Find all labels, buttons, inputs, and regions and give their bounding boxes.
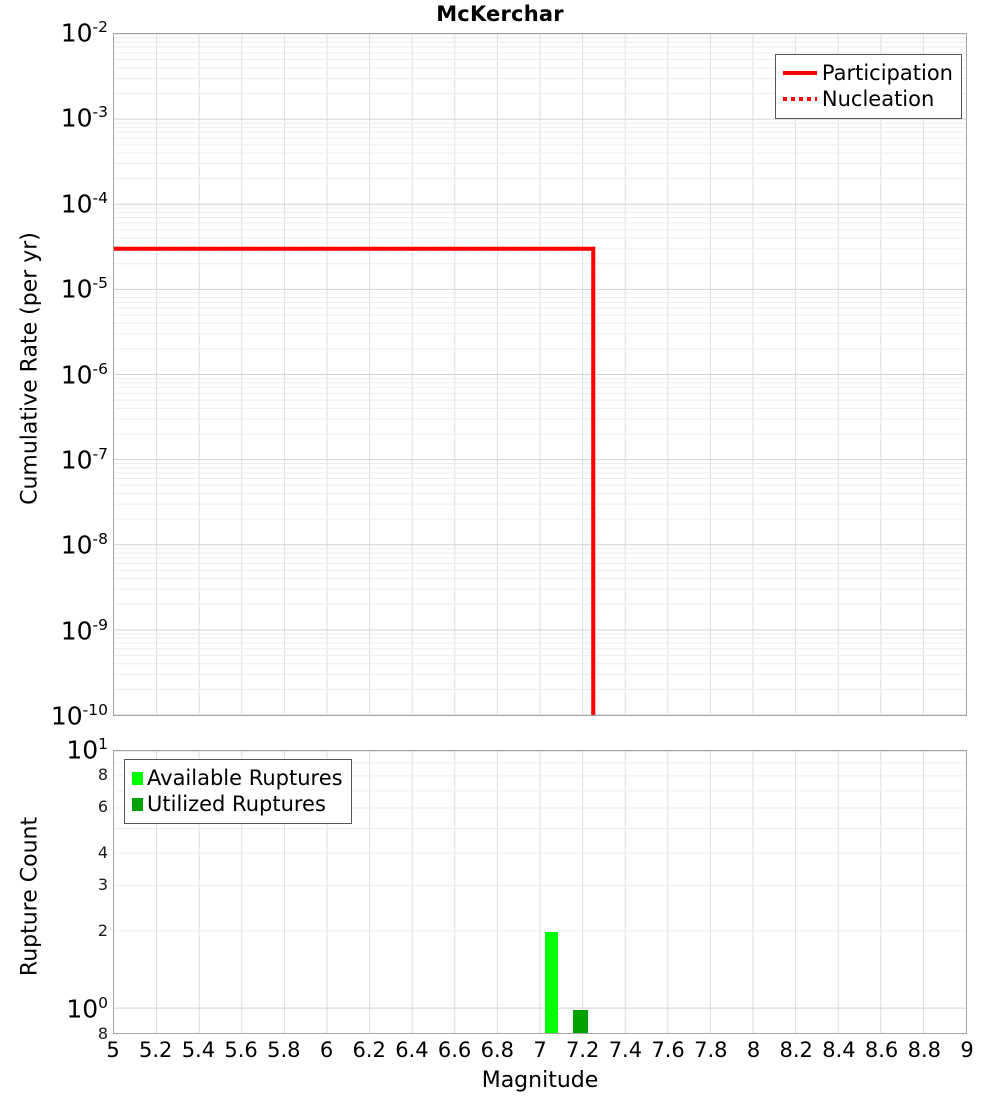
- top-panel-legend[interactable]: Participation Nucleation: [774, 54, 962, 119]
- legend-item[interactable]: Utilized Ruptures: [132, 791, 343, 817]
- x-tick-label: 8.4: [822, 1038, 856, 1062]
- bottom-panel-y-axis-label: Rupture Count: [17, 816, 43, 977]
- top-y-tick-label: 10-10: [50, 701, 108, 731]
- bottom-panel-bars: [114, 751, 966, 1033]
- legend-item-label: Available Ruptures: [147, 765, 343, 790]
- top-y-tick-label: 10-5: [60, 274, 108, 304]
- x-tick-label: 7.8: [694, 1038, 728, 1062]
- legend-item[interactable]: Participation: [782, 60, 953, 86]
- top-y-tick-label: 10-4: [60, 188, 108, 219]
- x-tick-label: 8: [746, 1038, 761, 1062]
- top-panel-y-tick-labels: 10-2 10-3 10-4 10-5 10-6 10-7 10-8 10-9 10-10: [0, 0, 108, 1100]
- x-tick-label: 8.6: [864, 1038, 899, 1062]
- top-y-tick-label: 10-3: [60, 103, 108, 133]
- x-tick-label: 6.8: [480, 1038, 514, 1062]
- legend-item[interactable]: Nucleation: [782, 86, 953, 112]
- x-tick-label: 5.8: [267, 1038, 301, 1062]
- solid-line-icon: [782, 63, 817, 83]
- x-tick-label: 6: [319, 1038, 334, 1062]
- x-tick-label: 8.2: [779, 1038, 813, 1062]
- x-tick-label: 5.2: [138, 1038, 173, 1062]
- x-tick-label: 7.2: [565, 1038, 600, 1062]
- x-tick-label: 5: [106, 1038, 120, 1062]
- x-tick-label: 7.4: [608, 1038, 643, 1062]
- x-tick-label: 6.2: [352, 1038, 386, 1062]
- x-tick-label: 8.8: [907, 1038, 941, 1062]
- x-axis-label: Magnitude: [481, 1068, 599, 1093]
- top-y-tick-label: 10-9: [60, 615, 108, 646]
- color-swatch-icon: [132, 797, 143, 811]
- x-tick-label: 5.6: [224, 1038, 258, 1062]
- bottom-y-tick-label: 3: [97, 875, 108, 895]
- legend-item[interactable]: Available Ruptures: [132, 765, 343, 791]
- top-y-tick-label: 10-6: [60, 359, 108, 389]
- bottom-y-tick-label: 4: [97, 843, 108, 863]
- x-tick-label: 6.6: [437, 1038, 472, 1062]
- top-panel-data: [114, 246, 596, 715]
- bottom-y-tick-label: 8: [97, 765, 108, 785]
- bottom-y-tick-label: 100: [66, 994, 108, 1024]
- top-y-tick-label: 10-2: [60, 18, 108, 48]
- top-y-tick-label: 10-7: [60, 445, 108, 475]
- x-tick-label: 9: [960, 1038, 974, 1062]
- bottom-y-tick-label: 8: [97, 1024, 108, 1043]
- x-tick-label: 6.4: [395, 1038, 429, 1062]
- bottom-y-tick-label: 2: [97, 920, 108, 940]
- page-title: McKerchar: [436, 2, 564, 26]
- bottom-panel-gridlines: [114, 751, 966, 1033]
- top-y-tick-label: 10-8: [60, 530, 108, 560]
- bottom-y-tick-label: 101: [66, 735, 108, 765]
- color-swatch-icon: [132, 771, 143, 785]
- rupture-count-plot-panel[interactable]: Available Ruptures Utilized Ruptures: [113, 750, 967, 1034]
- cumulative-rate-plot-panel[interactable]: Participation Nucleation: [113, 33, 967, 716]
- bottom-y-tick-label: 6: [97, 797, 108, 817]
- legend-item-label: Nucleation: [821, 86, 935, 111]
- dotted-line-icon: [782, 89, 817, 109]
- legend-item-label: Participation: [821, 60, 953, 85]
- legend-item-label: Utilized Ruptures: [147, 791, 326, 816]
- bar-available-ruptures[interactable]: [545, 931, 559, 1033]
- x-tick-label: 7.6: [651, 1038, 685, 1062]
- x-tick-label: 7: [533, 1038, 547, 1062]
- bottom-panel-legend[interactable]: Available Ruptures Utilized Ruptures: [124, 759, 352, 824]
- bar-utilized-ruptures[interactable]: [573, 1009, 588, 1033]
- bottom-panel-y-tick-labels: 8 100 2 3 4 6 8 101: [0, 0, 108, 1100]
- x-tick-label: 5.4: [181, 1038, 216, 1062]
